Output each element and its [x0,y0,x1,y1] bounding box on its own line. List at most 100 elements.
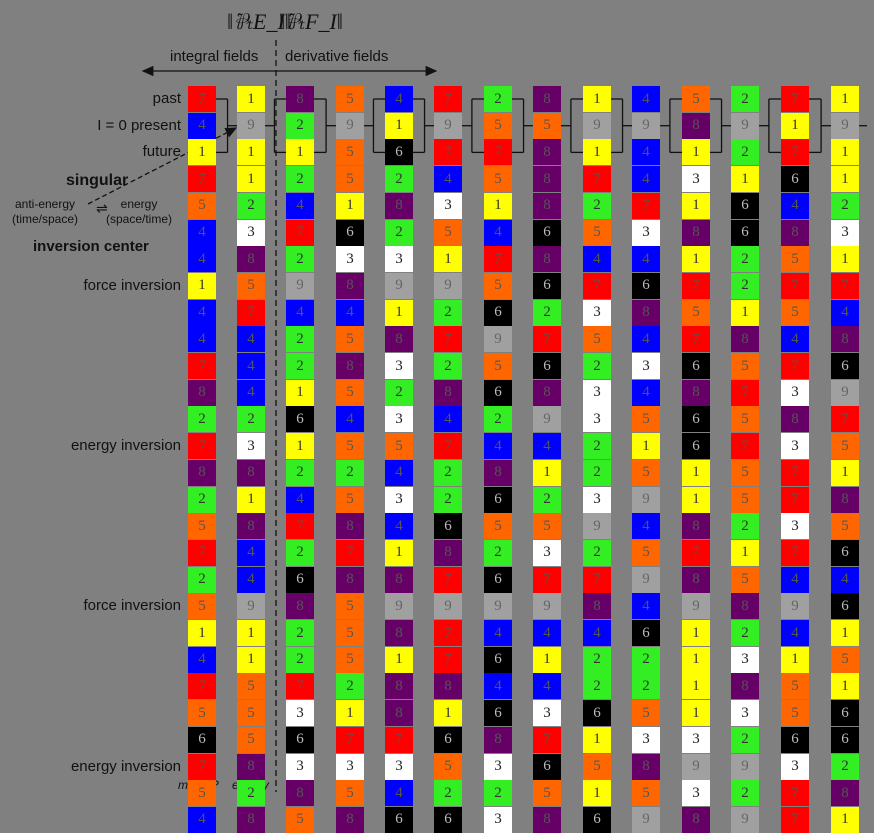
cell-13-3: 1 [831,166,859,193]
cell-10-22: 1 [682,673,710,700]
cell-3-15: 5 [336,486,364,513]
cell-10-21: 1 [682,646,710,673]
cell-0-9: 4 [188,326,216,353]
cell-8-22: 2 [583,673,611,700]
row-label-3: force inversion [83,276,181,294]
cell-10-4: 1 [682,192,710,219]
cell-1-18: 4 [237,566,265,593]
cell-11-25: 9 [731,753,759,780]
cell-12-17: 7 [781,539,809,566]
cell-0-14: 8 [188,459,216,486]
cell-8-1: 9 [583,112,611,139]
cell-3-6: 3 [336,246,364,273]
cell-0-27: 4 [188,806,216,833]
cell-6-24: 8 [484,726,512,753]
cell-4-26: 4 [385,780,413,807]
cell-3-3: 5 [336,166,364,193]
diagram-lines [87,40,867,792]
cell-10-26: 3 [682,780,710,807]
cell-3-11: 5 [336,379,364,406]
cell-12-20: 4 [781,620,809,646]
cell-7-21: 1 [533,646,561,673]
cell-9-2: 4 [632,139,660,166]
cell-10-15: 1 [682,486,710,513]
cell-6-11: 6 [484,379,512,406]
cell-10-13: 6 [682,433,710,460]
cell-3-26: 5 [336,780,364,807]
cell-6-20: 4 [484,620,512,646]
cell-9-15: 9 [632,486,660,513]
cell-1-2: 1 [237,139,265,166]
cell-3-19: 5 [336,593,364,620]
cell-3-1: 9 [336,112,364,139]
cell-11-19: 8 [731,593,759,620]
cell-2-27: 5 [286,806,314,833]
cell-8-8: 3 [583,299,611,326]
cell-5-10: 2 [434,353,462,379]
cell-3-22: 2 [336,673,364,700]
anti-energy-text: anti-energy [14,197,76,211]
cell-3-8: 4 [336,299,364,326]
cell-12-21: 1 [781,646,809,673]
cell-2-0: 8 [286,86,314,112]
row-label-1: I = 0 present [97,116,181,134]
cell-0-25: 7 [188,753,216,780]
cell-9-14: 5 [632,459,660,486]
cell-13-15: 8 [831,486,859,513]
cell-1-13: 3 [237,433,265,460]
cell-11-5: 6 [731,219,759,246]
cell-11-11: 7 [731,379,759,406]
cell-5-24: 6 [434,726,462,753]
cell-7-27: 8 [533,806,561,833]
cell-5-17: 8 [434,539,462,566]
cell-10-2: 1 [682,139,710,166]
cell-10-0: 5 [682,86,710,112]
cell-6-27: 3 [484,806,512,833]
cell-1-1: 9 [237,112,265,139]
cell-9-16: 4 [632,513,660,540]
cell-13-24: 6 [831,726,859,753]
cell-2-10: 2 [286,353,314,379]
cell-6-10: 5 [484,353,512,379]
cell-12-24: 6 [781,726,809,753]
cell-13-13: 5 [831,433,859,460]
cell-5-4: 3 [434,192,462,219]
cell-1-7: 5 [237,272,265,299]
cell-10-17: 7 [682,539,710,566]
cell-5-25: 5 [434,753,462,780]
cell-13-9: 8 [831,326,859,353]
cell-5-20: 7 [434,620,462,646]
cell-3-25: 3 [336,753,364,780]
cell-4-20: 8 [385,620,413,646]
cell-9-25: 8 [632,753,660,780]
cell-12-19: 9 [781,593,809,620]
cell-7-1: 5 [533,112,561,139]
cell-4-24: 7 [385,726,413,753]
cell-5-2: 7 [434,139,462,166]
cell-1-26: 2 [237,780,265,807]
cell-10-23: 1 [682,700,710,727]
cell-12-13: 3 [781,433,809,460]
cell-13-14: 1 [831,459,859,486]
cell-10-9: 7 [682,326,710,353]
cell-12-18: 4 [781,566,809,593]
cell-11-17: 1 [731,539,759,566]
cell-3-7: 8 [336,272,364,299]
cell-3-4: 1 [336,192,364,219]
cell-4-2: 6 [385,139,413,166]
cell-8-20: 4 [583,620,611,646]
cell-3-5: 6 [336,219,364,246]
cell-1-17: 4 [237,539,265,566]
cell-5-8: 2 [434,299,462,326]
cell-4-3: 2 [385,166,413,193]
cell-0-7: 1 [188,272,216,299]
cell-3-24: 7 [336,726,364,753]
cell-9-27: 9 [632,806,660,833]
cell-0-4: 5 [188,192,216,219]
cell-9-22: 2 [632,673,660,700]
cell-2-20: 2 [286,620,314,646]
cell-4-23: 8 [385,700,413,727]
cell-5-22: 8 [434,673,462,700]
cell-8-10: 2 [583,353,611,379]
cell-5-18: 7 [434,566,462,593]
